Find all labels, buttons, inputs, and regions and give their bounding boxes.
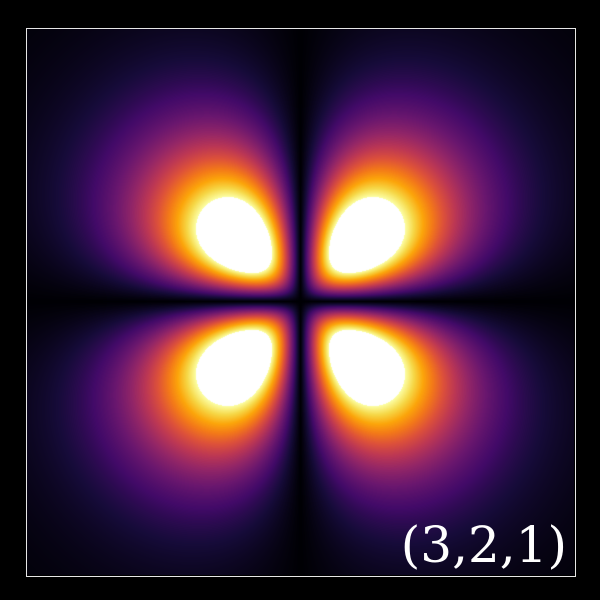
quantum-numbers-label: (3,2,1) [400, 516, 567, 574]
plot-frame: (3,2,1) [26, 28, 576, 577]
orbital-density-image [27, 29, 574, 575]
